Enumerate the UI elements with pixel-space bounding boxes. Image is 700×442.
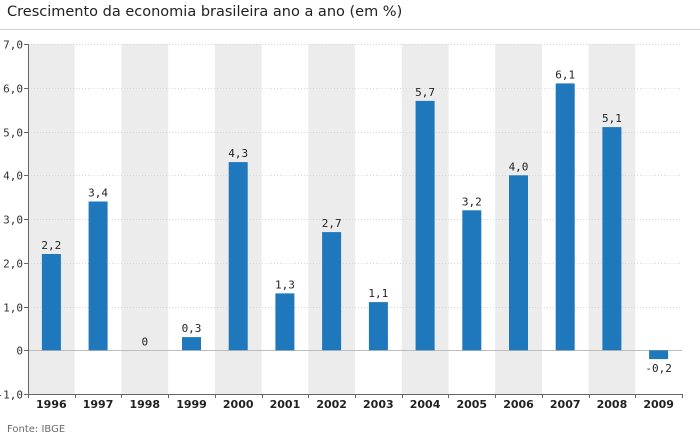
data-label: 5,7: [415, 86, 435, 99]
bar-2005: [462, 210, 482, 351]
source-note: Fonte: IBGE: [7, 424, 66, 435]
y-tick-label: 1,0: [3, 302, 23, 315]
bars: [41, 83, 669, 360]
bar-1997: [88, 201, 108, 351]
data-label: 5,1: [602, 112, 622, 125]
data-label: 0: [141, 335, 148, 348]
y-tick-label: 5,0: [3, 127, 23, 140]
x-tick-label: 2003: [363, 398, 394, 411]
chart-title: Crescimento da economia brasileira ano a…: [7, 4, 403, 20]
bar-2009: [649, 350, 669, 360]
data-label: 4,0: [509, 160, 529, 173]
data-label: 0,3: [182, 322, 202, 335]
bar-2004: [415, 100, 435, 351]
y-tick-label: 6,0: [3, 83, 23, 96]
data-label: 2,2: [41, 239, 61, 252]
data-label: 1,1: [368, 287, 388, 300]
x-tick-label: 2008: [597, 398, 628, 411]
bar-2002: [322, 232, 342, 351]
x-tick-label: 2004: [410, 398, 441, 411]
x-tick-label: 2000: [223, 398, 254, 411]
x-tick-label: 1998: [129, 398, 160, 411]
x-tick-label: 1999: [176, 398, 207, 411]
bar-2000: [228, 162, 248, 351]
data-labels: 2,2 3,4 0 0,3 4,3 1,3 2,7 1,1 5,7 3,2 4,0 6,1 5,1 -0,…: [41, 68, 671, 375]
data-label: 4,3: [228, 147, 248, 160]
y-tick-label: 4,0: [3, 170, 23, 183]
x-tick-label: 1997: [83, 398, 114, 411]
y-tick-label: -1,0: [0, 389, 23, 402]
x-axis: 1996 1997 1998 1999 2000 2001 2002 2003 2004 2005…: [28, 394, 683, 411]
bar-chart: -1,0 0 1,0 2,0 3,0 4,0 5,0 6,0 7,0 2,2 3,4 0 0,3 4,3…: [0, 39, 683, 411]
x-tick-label: 2009: [643, 398, 674, 411]
x-tick-label: 2005: [456, 398, 487, 411]
bar-2001: [275, 293, 295, 351]
bar-1999: [182, 337, 201, 351]
y-tick-label: 7,0: [3, 39, 23, 52]
bar-1996: [41, 254, 61, 351]
data-label: -0,2: [645, 362, 672, 375]
y-axis: -1,0 0 1,0 2,0 3,0 4,0 5,0 6,0 7,0: [0, 39, 29, 402]
x-tick-label: 2002: [316, 398, 347, 411]
bar-2006: [509, 175, 528, 351]
data-label: 6,1: [555, 68, 575, 81]
x-tick-label: 2007: [550, 398, 581, 411]
title-divider: [0, 29, 700, 30]
x-tick-label: 1996: [36, 398, 67, 411]
x-tick-label: 2001: [270, 398, 301, 411]
bar-2003: [368, 302, 388, 351]
y-tick-label: 2,0: [3, 258, 23, 271]
bar-2007: [555, 83, 575, 351]
data-label: 2,7: [322, 217, 342, 230]
bar-2008: [602, 127, 622, 351]
y-tick-label: 3,0: [3, 214, 23, 227]
x-tick-label: 2006: [503, 398, 534, 411]
data-label: 3,4: [88, 187, 108, 200]
data-label: 1,3: [275, 278, 295, 291]
data-label: 3,2: [462, 195, 482, 208]
y-tick-label: 0: [16, 345, 23, 358]
